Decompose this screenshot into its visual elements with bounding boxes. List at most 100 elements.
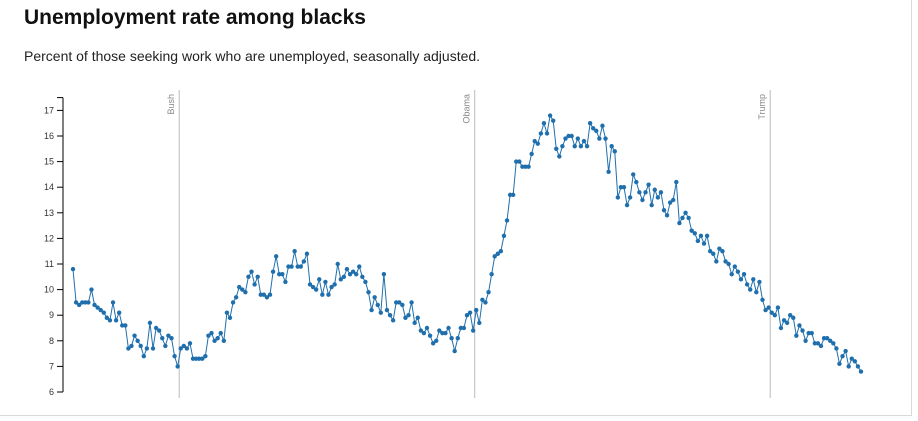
data-point bbox=[492, 254, 497, 259]
data-point bbox=[415, 315, 420, 320]
data-point bbox=[526, 164, 531, 169]
data-point bbox=[153, 325, 159, 331]
data-point bbox=[390, 318, 396, 323]
data-point bbox=[634, 179, 639, 185]
data-point bbox=[649, 202, 654, 208]
data-point bbox=[704, 233, 710, 239]
data-point bbox=[144, 346, 150, 351]
data-point bbox=[627, 195, 633, 200]
data-point bbox=[624, 202, 630, 208]
data-point bbox=[591, 126, 596, 131]
data-point bbox=[387, 313, 393, 318]
data-point bbox=[701, 241, 707, 246]
data-point bbox=[455, 336, 460, 341]
data-point bbox=[172, 353, 177, 359]
data-point bbox=[720, 249, 725, 254]
y-tick-label-10: 10 bbox=[44, 285, 54, 295]
data-point bbox=[797, 323, 802, 328]
data-point bbox=[277, 272, 282, 277]
data-point bbox=[498, 249, 504, 254]
data-point bbox=[261, 292, 267, 297]
data-point bbox=[584, 144, 590, 149]
y-axis: 6 7 8 9 10 11 12 13 14 15 16 17 bbox=[44, 97, 64, 397]
data-point bbox=[434, 338, 439, 343]
series-line bbox=[72, 114, 862, 372]
data-point bbox=[298, 264, 303, 269]
data-point bbox=[474, 307, 479, 313]
data-point bbox=[86, 300, 91, 305]
data-point bbox=[597, 136, 602, 141]
data-point bbox=[760, 297, 765, 303]
data-point bbox=[320, 292, 325, 297]
data-point bbox=[292, 249, 297, 254]
data-point bbox=[427, 333, 433, 338]
data-point bbox=[735, 269, 741, 274]
data-point bbox=[101, 310, 106, 315]
data-point bbox=[637, 190, 642, 195]
data-point bbox=[664, 213, 670, 218]
data-point bbox=[132, 333, 137, 338]
data-point bbox=[655, 195, 661, 200]
data-point bbox=[535, 141, 540, 146]
data-point bbox=[224, 310, 230, 315]
data-point bbox=[631, 172, 636, 177]
data-point bbox=[166, 333, 171, 338]
data-point bbox=[233, 295, 239, 300]
data-point bbox=[80, 300, 85, 305]
data-point bbox=[369, 307, 374, 313]
data-point bbox=[747, 287, 753, 292]
data-point bbox=[714, 259, 719, 264]
data-point bbox=[467, 310, 473, 315]
data-point bbox=[446, 325, 451, 331]
data-point bbox=[575, 136, 581, 141]
data-point bbox=[609, 144, 614, 149]
data-point bbox=[464, 313, 470, 318]
data-point bbox=[360, 274, 365, 279]
data-point bbox=[791, 315, 796, 320]
y-tick-label-6: 6 bbox=[49, 387, 54, 397]
data-point bbox=[83, 300, 88, 305]
y-tick-label-11: 11 bbox=[45, 259, 54, 269]
data-point bbox=[831, 341, 836, 346]
data-point bbox=[824, 336, 830, 341]
data-point bbox=[517, 159, 522, 164]
data-point bbox=[403, 315, 408, 320]
data-point bbox=[815, 341, 821, 346]
y-tick-label-8: 8 bbox=[49, 336, 54, 346]
data-point bbox=[353, 272, 359, 277]
data-point bbox=[855, 364, 861, 369]
data-point bbox=[757, 279, 762, 285]
y-tick-label-15: 15 bbox=[44, 157, 54, 167]
data-point bbox=[563, 136, 568, 141]
data-point bbox=[837, 361, 842, 367]
data-point bbox=[295, 264, 300, 269]
data-point bbox=[606, 169, 611, 175]
data-point bbox=[781, 318, 787, 323]
data-point bbox=[126, 346, 131, 351]
data-point bbox=[658, 190, 664, 195]
data-point bbox=[470, 328, 476, 333]
data-point bbox=[495, 251, 500, 256]
data-point bbox=[695, 238, 701, 244]
page-title: Unemployment rate among blacks bbox=[24, 6, 366, 29]
data-point bbox=[581, 138, 587, 144]
data-point bbox=[754, 289, 759, 295]
data-point bbox=[538, 131, 544, 136]
data-point bbox=[741, 272, 747, 277]
data-point bbox=[603, 136, 608, 141]
data-point bbox=[569, 133, 574, 139]
data-point bbox=[286, 264, 291, 269]
data-point bbox=[240, 287, 245, 292]
data-point bbox=[147, 320, 153, 326]
data-point bbox=[200, 356, 205, 361]
data-point bbox=[329, 284, 334, 290]
data-point bbox=[249, 269, 254, 274]
data-point bbox=[846, 364, 851, 369]
data-point bbox=[252, 282, 257, 287]
data-point bbox=[409, 300, 414, 305]
data-point bbox=[175, 364, 180, 369]
data-point bbox=[452, 348, 457, 354]
data-point bbox=[578, 144, 584, 149]
